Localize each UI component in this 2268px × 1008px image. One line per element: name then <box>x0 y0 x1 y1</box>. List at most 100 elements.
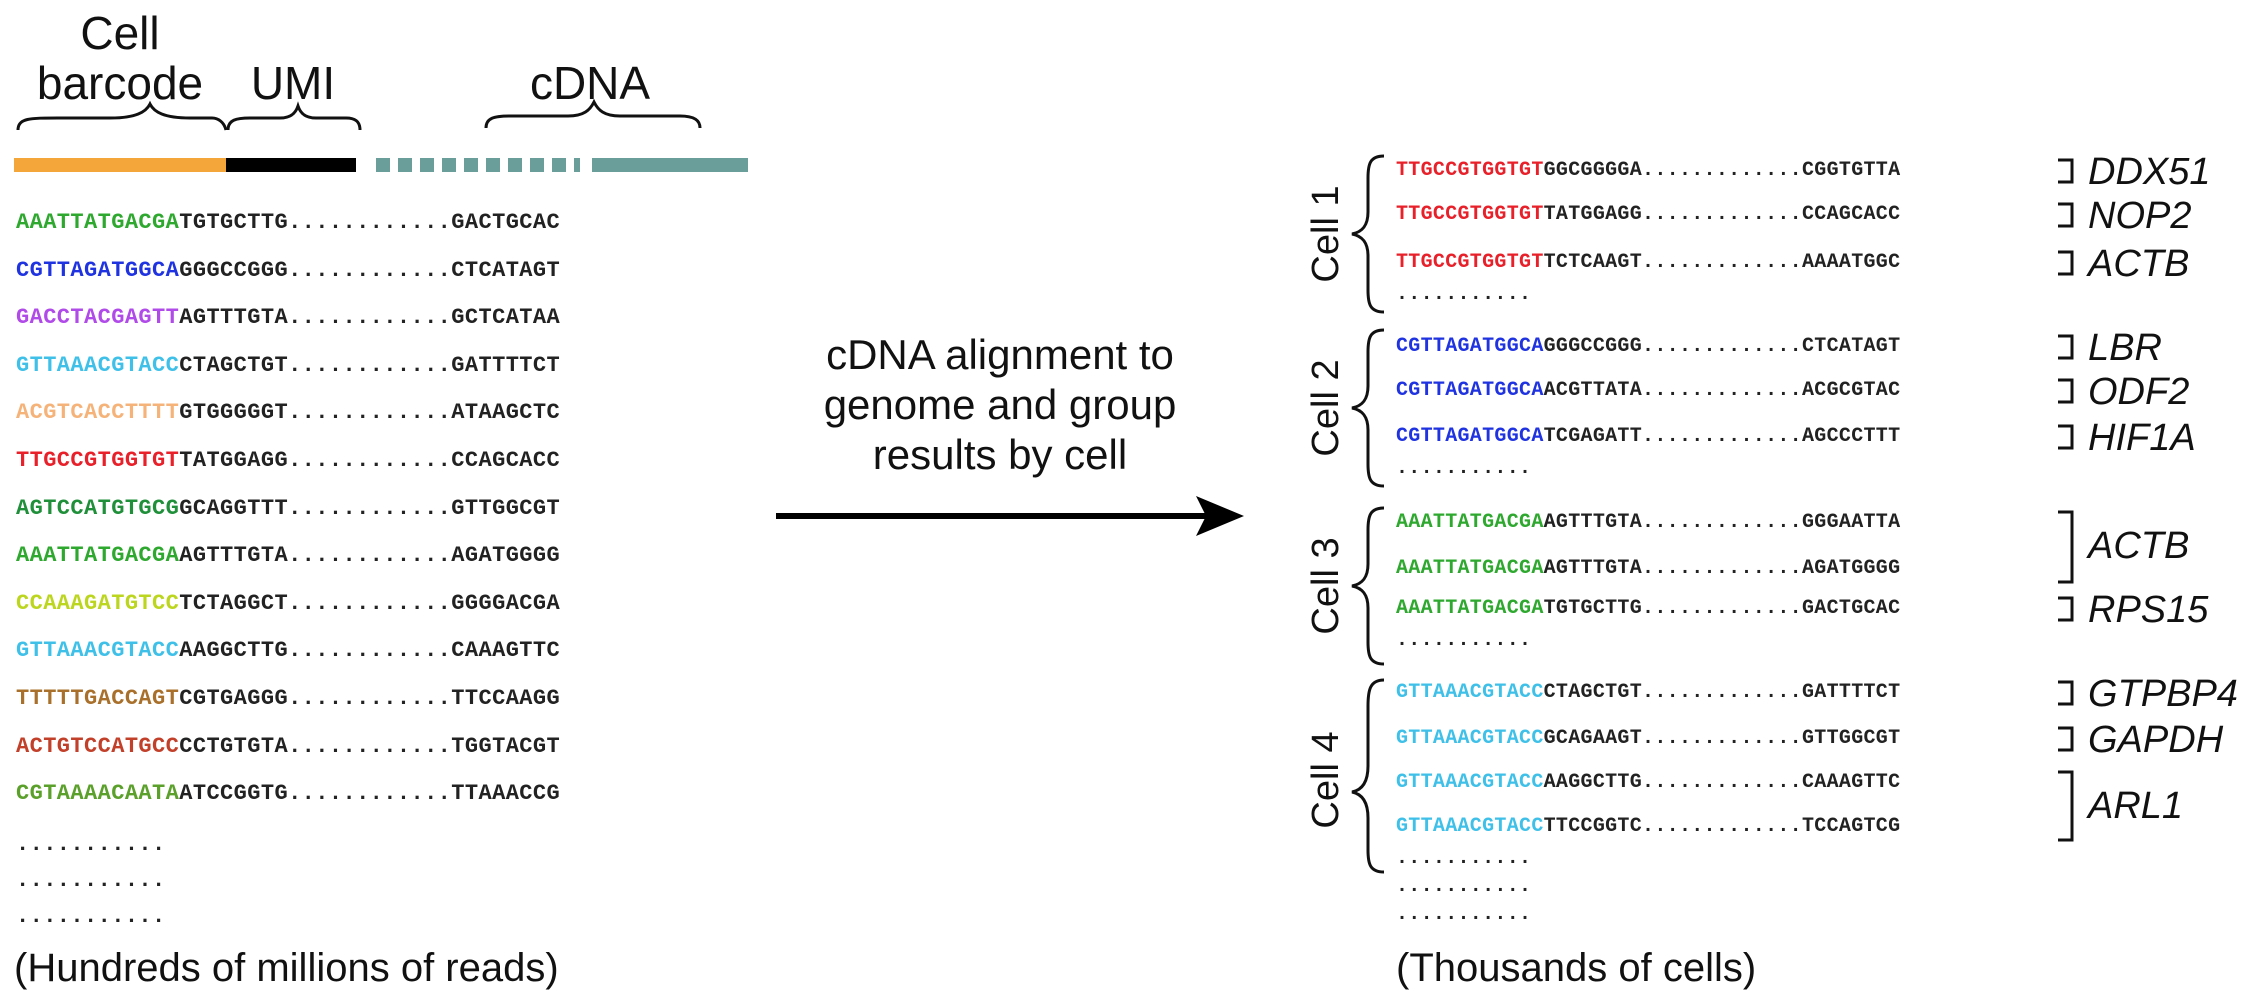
cell-ellipsis: ........... <box>1396 903 1532 926</box>
cell-read-row: AAATTATGACGAAGTTTGTA.............AGATGGG… <box>1396 556 1900 582</box>
cell-read-umi: TCGAGATT <box>1543 425 1643 448</box>
gene-label: HIF1A <box>2088 417 2196 459</box>
read-umi: GCAGGTTT <box>179 495 289 521</box>
cell-read-barcode: AAATTATGACGA <box>1396 511 1544 534</box>
cell-read-barcode: AAATTATGACGA <box>1396 597 1544 620</box>
read-barcode: GTTAAACGTACC <box>16 352 180 378</box>
cell-read-row: AAATTATGACGAAGTTTGTA.............GGGAATT… <box>1396 510 1900 536</box>
cell-read-cdna: TCCAGTCG <box>1801 815 1901 838</box>
read-barcode: GTTAAACGTACC <box>16 638 180 664</box>
cell-read-gap: ............. <box>1642 557 1802 580</box>
gene-label: LBR <box>2088 327 2162 369</box>
read-cdna: GGGGACGA <box>451 590 561 616</box>
gene-label: NOP2 <box>2088 195 2192 237</box>
cell-read-gap: ............. <box>1642 159 1802 182</box>
read-umi: TCTAGGCT <box>179 590 289 616</box>
cell-read-barcode: GTTAAACGTACC <box>1396 681 1544 704</box>
read-barcode: CCAAAGATGTCC <box>16 590 180 616</box>
cell-read-cdna: CAAAGTTC <box>1801 771 1901 794</box>
cell-read-umi: GGGCCGGG <box>1543 335 1643 358</box>
cell-name: Cell 2 <box>1305 359 1347 457</box>
read-cdna: GACTGCAC <box>451 210 561 235</box>
cell-read-gap: ............. <box>1642 597 1802 620</box>
read-umi: CCTGTGTA <box>179 733 289 759</box>
cell-read-barcode: AAATTATGACGA <box>1396 557 1544 580</box>
read-barcode: CGTTAGATGGCA <box>16 257 180 283</box>
cell-ellipsis: ........... <box>1396 283 1532 306</box>
cell-read-umi: CTAGCTGT <box>1543 681 1643 704</box>
read-gap: ............ <box>288 495 452 521</box>
read-barcode: AAATTATGACGA <box>16 210 180 235</box>
read-cdna: TTCCAAGG <box>451 686 561 711</box>
read-umi: AAGGCTTG <box>179 638 289 664</box>
read-umi: CGTGAGGG <box>179 686 289 711</box>
cell-read-gap: ............. <box>1642 425 1802 448</box>
read-cdna: CAAAGTTC <box>451 638 561 664</box>
cell-read-cdna: CGGTGTTA <box>1801 159 1901 182</box>
read-gap: ............ <box>288 686 452 711</box>
read-gap: ............ <box>288 352 452 378</box>
cdna-header: cDNA <box>529 57 651 109</box>
cell-read-cdna: ACGCGTAC <box>1801 379 1901 402</box>
read-umi: CTAGCTGT <box>179 352 289 378</box>
cell-read-cdna: AAAATGGC <box>1801 251 1901 274</box>
read-cdna: TGGTACGT <box>451 733 561 759</box>
read-umi: AGTTTGTA <box>179 543 289 569</box>
gene-label: RPS15 <box>2088 589 2209 631</box>
cell4-brace <box>1351 678 1385 874</box>
gene-label: ACTB <box>2088 525 2190 567</box>
cell-read-umi: GGCGGGGA <box>1543 159 1643 182</box>
cell-read-cdna: GACTGCAC <box>1801 597 1901 620</box>
cell-read-barcode: GTTAAACGTACC <box>1396 771 1544 794</box>
cell-read-barcode: CGTTAGATGGCA <box>1396 335 1544 358</box>
umi-brace <box>226 101 362 131</box>
cell-read-cdna: CCAGCACC <box>1801 203 1901 226</box>
barcode-brace <box>16 100 228 131</box>
left-caption: (Hundreds of millions of reads) <box>14 946 559 990</box>
cell-ellipsis: ........... <box>1396 875 1532 898</box>
read-gap: ............ <box>288 257 452 283</box>
cell2-brace <box>1351 328 1385 488</box>
cell-read-umi: TGTGCTTG <box>1543 597 1643 620</box>
cell-read-umi: AGTTTGTA <box>1543 557 1643 580</box>
read-gap: ............ <box>288 448 452 473</box>
cell-read-gap: ............. <box>1642 727 1802 750</box>
alignment-arrow-head <box>1196 496 1244 536</box>
cell-read-row: CGTTAGATGGCATCGAGATT.............AGCCCTT… <box>1396 424 1900 450</box>
cell-read-cdna: AGCCCTTT <box>1801 425 1901 448</box>
read-cdna: GATTTTCT <box>451 352 561 378</box>
cell1-brace <box>1351 154 1385 314</box>
cdna-dashed-bar <box>376 158 748 172</box>
cell-read-umi: GCAGAAGT <box>1543 727 1643 750</box>
alignment-description: cDNA alignment to genome and group resul… <box>823 331 1177 478</box>
read-row: CGTTAGATGGCAGGGCCGGG............CTCATAGT <box>16 256 560 286</box>
cell-read-umi: AGTTTGTA <box>1543 511 1643 534</box>
read-cdna: GTTGGCGT <box>451 495 561 521</box>
cell-read-cdna: CTCATAGT <box>1801 335 1901 358</box>
left-ellipsis-1: ........... <box>16 832 166 857</box>
read-gap: ............ <box>288 781 452 807</box>
cdna-brace <box>484 98 702 129</box>
gene-brackets <box>2058 158 2074 842</box>
cell-ellipsis: ........... <box>1396 847 1532 870</box>
read-barcode: TTTTTGACCAGT <box>16 686 180 711</box>
cell-read-row: CGTTAGATGGCAGGGCCGGG.............CTCATAG… <box>1396 334 1900 360</box>
gene-label: ACTB <box>2088 243 2190 285</box>
read-row: ACGTCACCTTTTGTGGGGGT............ATAAGCTC <box>16 398 560 428</box>
cell-ellipsis: ........... <box>1396 457 1532 480</box>
cell-ellipsis: ........... <box>1396 629 1532 652</box>
cell-read-gap: ............. <box>1642 335 1802 358</box>
read-gap: ............ <box>288 733 452 759</box>
cell-read-barcode: CGTTAGATGGCA <box>1396 425 1544 448</box>
read-gap: ............ <box>288 305 452 331</box>
read-barcode: ACTGTCCATGCC <box>16 733 180 759</box>
cell-read-cdna: GTTGGCGT <box>1801 727 1901 750</box>
read-umi: ATCCGGTG <box>179 781 289 807</box>
cell-barcode-header: Cell barcode <box>36 7 204 109</box>
left-ellipsis-3: ........... <box>16 904 166 929</box>
cell-read-row: TTGCCGTGGTGTTCTCAAGT.............AAAATGG… <box>1396 250 1900 276</box>
read-row: ACTGTCCATGCCCCTGTGTA............TGGTACGT <box>16 732 560 762</box>
read-barcode: ACGTCACCTTTT <box>16 400 180 426</box>
gene-label: ARL1 <box>2088 785 2184 827</box>
